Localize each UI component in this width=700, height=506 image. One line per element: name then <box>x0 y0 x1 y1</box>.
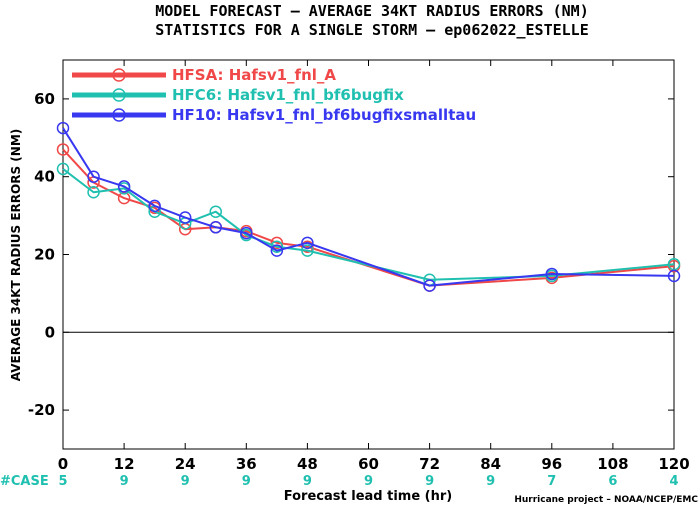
y-tick-label: 40 <box>34 168 55 186</box>
case-count: 9 <box>120 474 129 489</box>
series-point <box>87 186 100 199</box>
x-axis-ticks: 0 12 24 36 48 60 72 84 96 108 120 <box>58 60 690 473</box>
y-tick-label: -20 <box>28 401 55 419</box>
series-point <box>56 162 70 176</box>
x-tick-label: 84 <box>480 455 501 473</box>
series-point <box>301 236 314 250</box>
legend-marker <box>112 108 126 122</box>
case-count: 9 <box>364 474 373 489</box>
legend-entry-3: HF10: Hafsv1_fnl_bf6bugfixsmalltau <box>72 106 476 124</box>
plot-area: 0 12 24 36 48 60 72 84 96 108 120 -20 0 20 40 60 HFSA:… <box>28 59 690 473</box>
case-count: 9 <box>242 474 251 489</box>
case-count: 9 <box>425 474 434 489</box>
case-count-row: #CASE 5 9 9 9 9 9 9 9 7 6 4 <box>0 474 679 489</box>
series-point <box>240 226 253 240</box>
legend-marker <box>112 88 126 102</box>
series-line <box>62 168 675 281</box>
y-tick-label: 0 <box>45 323 55 341</box>
series-1 <box>56 143 681 292</box>
case-count: 9 <box>486 474 495 489</box>
legend-entry-2: HFC6: Hafsv1_fnl_bf6bugfix <box>72 86 404 104</box>
series-point <box>423 279 436 292</box>
series-point <box>270 244 284 257</box>
x-tick-label: 120 <box>658 455 689 473</box>
series-point <box>209 221 222 234</box>
series-point <box>270 236 284 250</box>
case-count: 9 <box>303 474 312 489</box>
y-axis-ticks: -20 0 20 40 60 <box>28 90 674 419</box>
series-line <box>62 127 675 287</box>
x-tick-label: 96 <box>541 455 562 473</box>
x-tick-label: 108 <box>597 455 628 473</box>
series-point <box>667 269 681 283</box>
legend-label: HF10: Hafsv1_fnl_bf6bugfixsmalltau <box>172 106 476 124</box>
case-row-label: #CASE <box>0 474 49 489</box>
credit-text: Hurricane project – NOAA/NCEP/EMC <box>514 495 698 505</box>
legend-entry-1: HFSA: Hafsv1_fnl_A <box>72 66 336 84</box>
series-point <box>301 244 314 257</box>
case-count: 7 <box>547 474 556 489</box>
chart-title-line2: STATISTICS FOR A SINGLE STORM – ep062022… <box>155 21 588 39</box>
series-point <box>117 180 131 193</box>
series-3 <box>56 121 681 292</box>
x-axis-label: Forecast lead time (hr) <box>284 489 452 504</box>
series-point <box>545 267 559 281</box>
series-point <box>301 240 314 253</box>
x-tick-label: 0 <box>58 455 68 473</box>
x-tick-label: 72 <box>419 455 440 473</box>
y-axis-label: AVERAGE 34KT RADIUS ERRORS (NM) <box>9 129 23 381</box>
series-layer <box>56 121 681 292</box>
legend-marker <box>112 68 126 82</box>
series-point <box>209 205 222 218</box>
series-point <box>56 143 70 156</box>
x-tick-label: 36 <box>236 455 257 473</box>
legend-label: HFSA: Hafsv1_fnl_A <box>172 66 336 84</box>
y-tick-label: 60 <box>34 90 55 108</box>
x-tick-label: 12 <box>114 455 135 473</box>
x-tick-label: 60 <box>358 455 379 473</box>
series-point <box>56 121 70 135</box>
case-count: 6 <box>608 474 617 489</box>
x-tick-label: 48 <box>297 455 318 473</box>
x-tick-label: 24 <box>175 455 196 473</box>
chart-title-line1: MODEL FORECAST – AVERAGE 34KT RADIUS ERR… <box>155 2 588 20</box>
legend-label: HFC6: Hafsv1_fnl_bf6bugfix <box>172 86 404 104</box>
case-count: 5 <box>58 474 67 489</box>
series-point <box>178 211 192 224</box>
case-count: 4 <box>669 474 678 489</box>
case-count: 9 <box>181 474 190 489</box>
series-point <box>148 199 161 213</box>
series-point <box>87 170 100 183</box>
legend: HFSA: Hafsv1_fnl_A HFC6: Hafsv1_fnl_bf6bu… <box>72 66 476 124</box>
y-tick-label: 20 <box>34 246 55 264</box>
